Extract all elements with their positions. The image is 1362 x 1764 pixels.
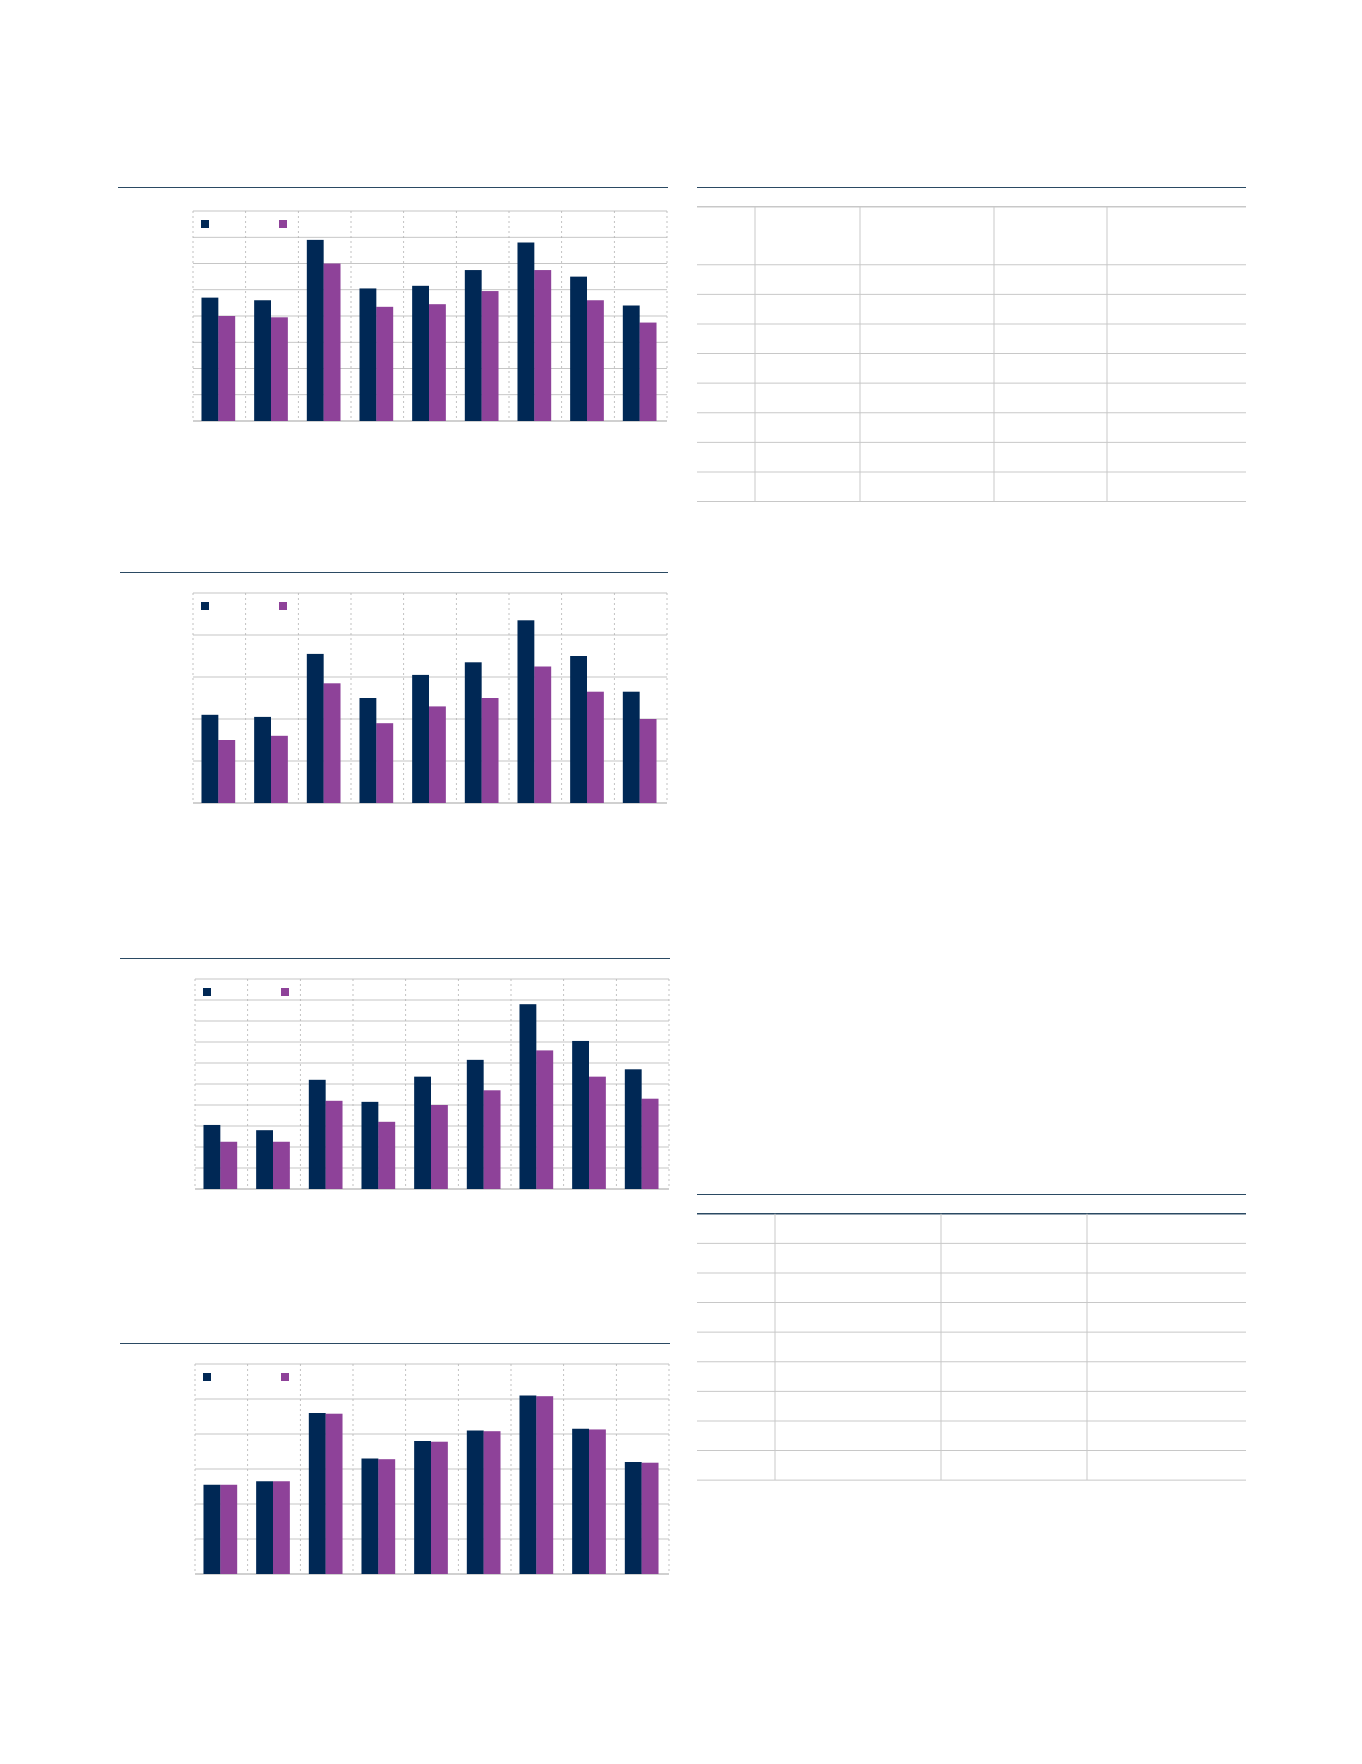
bar-series-2 [481, 291, 499, 421]
bar-series-2 [429, 304, 446, 421]
data-table-1-grid [697, 206, 1246, 503]
bar-series-2 [639, 719, 657, 803]
bar-series-1 [624, 1069, 642, 1189]
bar-series-1 [517, 620, 535, 803]
bar-series-2 [587, 300, 604, 421]
bar-series-2 [323, 683, 341, 803]
table-2-header-rule [697, 1194, 1246, 1195]
legend-swatch-2 [279, 220, 287, 228]
bar-series-1 [572, 1040, 589, 1189]
bar-series-1 [254, 300, 271, 421]
bar-series-1 [466, 1430, 484, 1574]
bar-series-1 [306, 653, 324, 803]
bar-series-2 [483, 1431, 501, 1574]
bar-series-2 [218, 740, 236, 803]
bar-series-1 [414, 1441, 431, 1574]
bar-series-1 [254, 716, 271, 803]
bar-series-2 [534, 270, 552, 421]
bar-series-1 [203, 1484, 221, 1574]
bar-series-1 [359, 288, 377, 421]
bar-series-2 [323, 263, 341, 421]
bar-chart-2-svg [192, 592, 668, 804]
bar-chart-4 [194, 1363, 670, 1575]
bar-series-2 [483, 1090, 501, 1189]
bar-series-1 [201, 714, 219, 803]
legend-swatch-2 [281, 988, 289, 996]
chart-2-header-rule [120, 572, 668, 573]
bar-chart-2 [192, 592, 668, 804]
bar-chart-4-svg [194, 1363, 670, 1575]
legend-swatch-1 [203, 1373, 211, 1381]
bar-series-1 [203, 1124, 221, 1189]
bar-chart-3-svg [194, 978, 670, 1190]
bar-series-1 [201, 297, 219, 421]
bar-series-1 [570, 276, 587, 421]
bar-series-2 [271, 317, 288, 421]
bar-series-2 [431, 1441, 448, 1574]
bar-series-1 [308, 1413, 326, 1574]
bar-series-2 [271, 735, 288, 803]
bar-series-2 [273, 1481, 290, 1574]
bar-series-1 [464, 662, 482, 803]
bar-series-1 [412, 674, 429, 803]
bar-series-2 [376, 306, 394, 421]
bar-series-2 [431, 1105, 448, 1189]
bar-series-2 [534, 666, 552, 803]
bar-series-1 [519, 1395, 537, 1574]
chart-4-header-rule [120, 1343, 670, 1344]
bar-series-2 [589, 1429, 606, 1574]
legend-swatch-2 [279, 602, 287, 610]
table-1-header-rule [697, 187, 1246, 188]
data-table-1 [697, 206, 1246, 504]
bar-series-1 [361, 1101, 379, 1189]
bar-series-2 [536, 1050, 554, 1189]
bar-series-1 [572, 1428, 589, 1574]
bar-series-2 [429, 706, 446, 803]
bar-series-2 [481, 698, 499, 803]
bar-series-2 [376, 723, 394, 803]
bar-series-2 [378, 1459, 396, 1574]
bar-chart-1-svg [192, 210, 668, 422]
bar-chart-1 [192, 210, 668, 422]
bar-series-2 [218, 316, 236, 421]
bar-series-1 [624, 1462, 642, 1574]
chart-1-header-rule [118, 187, 668, 188]
chart-3-header-rule [120, 958, 670, 959]
bar-series-1 [622, 305, 640, 421]
legend-swatch-1 [201, 602, 209, 610]
bar-series-2 [220, 1484, 238, 1574]
bar-series-2 [273, 1141, 290, 1189]
bar-series-2 [641, 1462, 659, 1574]
data-table-2 [697, 1213, 1246, 1483]
bar-series-2 [536, 1396, 554, 1574]
bar-series-1 [306, 239, 324, 421]
bar-series-1 [308, 1079, 326, 1189]
bar-series-1 [361, 1458, 379, 1574]
bar-series-2 [220, 1141, 238, 1189]
bar-series-1 [622, 691, 640, 803]
bar-series-2 [589, 1076, 606, 1189]
bar-series-1 [466, 1059, 484, 1189]
legend-swatch-2 [281, 1373, 289, 1381]
legend-swatch-1 [201, 220, 209, 228]
bar-series-2 [587, 691, 604, 803]
legend-swatch-1 [203, 988, 211, 996]
bar-series-1 [414, 1076, 431, 1189]
bar-series-1 [517, 242, 535, 421]
bar-chart-3 [194, 978, 670, 1190]
bar-series-2 [325, 1100, 343, 1189]
bar-series-1 [256, 1130, 273, 1189]
bar-series-1 [519, 1004, 537, 1189]
data-table-2-grid [697, 1213, 1246, 1481]
bar-series-2 [325, 1413, 343, 1574]
bar-series-1 [412, 285, 429, 421]
bar-series-1 [464, 270, 482, 421]
bar-series-2 [639, 322, 657, 421]
bar-series-1 [256, 1481, 273, 1574]
bar-series-1 [570, 656, 587, 803]
bar-series-2 [378, 1121, 396, 1189]
bar-series-2 [641, 1098, 659, 1189]
bar-series-1 [359, 698, 377, 803]
